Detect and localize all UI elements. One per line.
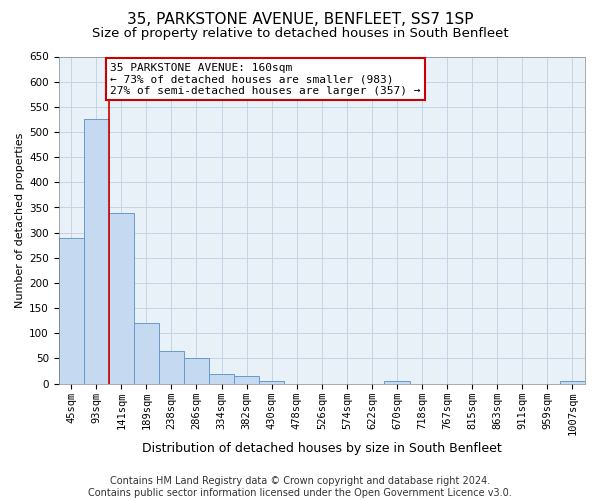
Bar <box>84 120 109 384</box>
Bar <box>159 351 184 384</box>
Text: Contains HM Land Registry data © Crown copyright and database right 2024.
Contai: Contains HM Land Registry data © Crown c… <box>88 476 512 498</box>
Bar <box>184 358 209 384</box>
Bar <box>259 381 284 384</box>
Bar <box>134 324 159 384</box>
Text: Size of property relative to detached houses in South Benfleet: Size of property relative to detached ho… <box>92 28 508 40</box>
Bar <box>109 212 134 384</box>
Bar <box>560 381 585 384</box>
Text: 35, PARKSTONE AVENUE, BENFLEET, SS7 1SP: 35, PARKSTONE AVENUE, BENFLEET, SS7 1SP <box>127 12 473 28</box>
Text: 35 PARKSTONE AVENUE: 160sqm
← 73% of detached houses are smaller (983)
27% of se: 35 PARKSTONE AVENUE: 160sqm ← 73% of det… <box>110 62 421 96</box>
X-axis label: Distribution of detached houses by size in South Benfleet: Distribution of detached houses by size … <box>142 442 502 455</box>
Bar <box>59 238 84 384</box>
Bar <box>385 381 410 384</box>
Bar <box>209 374 234 384</box>
Bar <box>234 376 259 384</box>
Y-axis label: Number of detached properties: Number of detached properties <box>15 132 25 308</box>
